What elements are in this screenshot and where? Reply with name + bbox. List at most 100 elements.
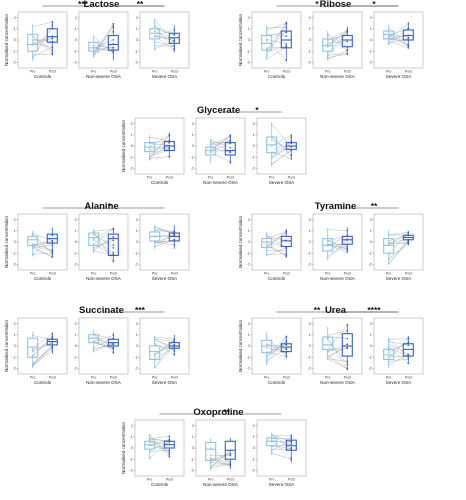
post-box [224, 142, 236, 156]
y-tick-label: 2 [248, 16, 250, 20]
group-label: Non-severe OSA [86, 74, 122, 79]
subject-line [210, 137, 231, 145]
x-tick-label: Pre [264, 376, 270, 380]
post-box [107, 34, 119, 51]
x-tick-label: Post [171, 272, 178, 276]
subject-line [327, 244, 348, 257]
pre-box [266, 437, 278, 447]
y-tick-label: 1 [309, 27, 311, 31]
subject-line [327, 338, 348, 370]
data-point [387, 36, 390, 39]
pre-box [205, 146, 217, 156]
subject-line [93, 335, 114, 342]
x-tick-label: Pre [147, 176, 153, 180]
x-tick-label: Post [344, 272, 351, 276]
y-tick-label: -1 [252, 457, 255, 461]
data-point [92, 242, 95, 245]
subject-line [149, 137, 170, 142]
data-point [407, 353, 410, 356]
subject-line [149, 156, 170, 159]
y-axis-label: Normalised concentration [238, 320, 243, 373]
group-label: Controls [34, 276, 52, 281]
chart-title: Tyramine [315, 201, 357, 212]
panel-frame [17, 11, 68, 69]
subject-line [149, 442, 170, 445]
chart-title: Ribose [320, 0, 352, 10]
x-tick-label: Post [405, 70, 412, 74]
subject-line [327, 358, 348, 369]
data-point [346, 337, 349, 340]
data-point [326, 40, 329, 42]
post-box [107, 233, 119, 256]
subject-line [271, 149, 292, 165]
data-point [285, 347, 288, 350]
subject-line [327, 239, 348, 259]
subject-line [210, 140, 231, 146]
subject-line [327, 33, 348, 48]
data-point [209, 151, 212, 154]
panel-frame [373, 317, 424, 375]
y-tick-label: -1 [13, 355, 16, 359]
data-point [209, 447, 212, 449]
y-tick-label: 0 [131, 446, 133, 450]
y-tick-label: -2 [135, 61, 138, 65]
y-axis-label: Normalised concentration [238, 216, 243, 269]
y-tick-label: 2 [370, 322, 372, 326]
data-point [229, 452, 232, 455]
subject-line [154, 336, 175, 340]
data-point [290, 443, 293, 445]
data-point [31, 42, 34, 44]
pre-box [383, 348, 395, 360]
subject-line [154, 26, 175, 49]
x-tick-label: Pre [325, 272, 331, 276]
y-tick-label: 0 [309, 38, 311, 42]
data-point [112, 343, 115, 346]
data-point [326, 338, 329, 341]
y-tick-label: -2 [308, 367, 311, 371]
y-tick-label: -1 [74, 49, 77, 53]
subject-line [93, 344, 114, 350]
subject-line [149, 445, 170, 451]
data-point [148, 441, 151, 444]
post-box [402, 343, 414, 357]
data-point [31, 39, 34, 42]
subject-line [266, 230, 287, 249]
y-tick-label: 2 [14, 322, 16, 326]
y-tick-label: -2 [308, 61, 311, 65]
subject-line [93, 337, 114, 345]
x-tick-label: Post [171, 376, 178, 380]
y-tick-label: 1 [192, 133, 194, 137]
subject-line [327, 244, 348, 253]
x-tick-label: Post [110, 70, 117, 74]
subject-line [266, 236, 287, 241]
y-tick-label: 2 [131, 424, 133, 428]
data-point [387, 355, 390, 358]
data-point [387, 241, 390, 244]
data-point [326, 43, 329, 46]
data-point [112, 236, 115, 238]
subject-line [154, 343, 175, 355]
pre-box [27, 235, 39, 246]
y-tick-label: -2 [13, 367, 16, 371]
x-tick-label: Post [49, 70, 56, 74]
chart-oxoproline: Oxoproline Normalised concentration ** -2 -1… [121, 407, 307, 487]
y-tick-label: 1 [75, 229, 77, 233]
y-tick-label: 2 [309, 322, 311, 326]
y-tick-label: -1 [135, 49, 138, 53]
y-tick-label: -2 [74, 61, 77, 65]
group-label: Severe OSA [386, 74, 412, 79]
x-tick-label: Post [283, 376, 290, 380]
post-box [280, 30, 292, 49]
subject-line [327, 53, 348, 58]
group-label: Non-severe OSA [320, 276, 356, 281]
subject-line [388, 242, 409, 244]
chart-title: Urea [325, 305, 347, 316]
group-label: Controls [268, 380, 286, 385]
